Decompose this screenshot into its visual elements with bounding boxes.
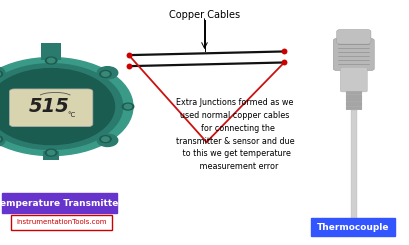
Circle shape <box>102 137 109 141</box>
Circle shape <box>102 72 109 76</box>
Circle shape <box>351 221 357 225</box>
Circle shape <box>47 150 55 155</box>
Circle shape <box>97 134 118 147</box>
Circle shape <box>122 103 134 110</box>
FancyBboxPatch shape <box>43 151 59 160</box>
Text: Copper Cables: Copper Cables <box>169 10 240 20</box>
Text: 515: 515 <box>29 97 70 116</box>
Circle shape <box>0 134 5 147</box>
FancyBboxPatch shape <box>9 89 93 127</box>
Circle shape <box>0 69 115 145</box>
Point <box>126 64 132 68</box>
FancyBboxPatch shape <box>351 110 357 223</box>
Circle shape <box>45 149 57 156</box>
Circle shape <box>97 67 118 79</box>
Circle shape <box>0 136 2 143</box>
FancyBboxPatch shape <box>311 218 395 236</box>
FancyBboxPatch shape <box>340 67 367 92</box>
Text: Extra Junctions formed as we
used normal copper cables
  for connecting the
tran: Extra Junctions formed as we used normal… <box>176 98 294 171</box>
FancyBboxPatch shape <box>11 215 112 230</box>
Circle shape <box>45 57 57 64</box>
Circle shape <box>0 64 123 149</box>
Circle shape <box>100 136 111 143</box>
Circle shape <box>47 58 55 63</box>
Circle shape <box>124 104 132 109</box>
FancyBboxPatch shape <box>2 193 117 213</box>
Circle shape <box>0 67 5 79</box>
Circle shape <box>0 58 133 156</box>
Point <box>281 61 288 64</box>
FancyBboxPatch shape <box>333 38 374 71</box>
Text: InstrumentationTools.com: InstrumentationTools.com <box>16 219 107 225</box>
Circle shape <box>0 71 2 77</box>
Text: Temperature Transmitter: Temperature Transmitter <box>0 199 123 208</box>
Point <box>126 53 132 57</box>
Text: °C: °C <box>67 112 76 118</box>
FancyBboxPatch shape <box>346 91 362 110</box>
FancyBboxPatch shape <box>41 43 61 60</box>
Point <box>281 49 288 53</box>
Circle shape <box>100 71 111 77</box>
FancyBboxPatch shape <box>337 29 371 44</box>
Text: Thermocouple: Thermocouple <box>317 223 389 232</box>
